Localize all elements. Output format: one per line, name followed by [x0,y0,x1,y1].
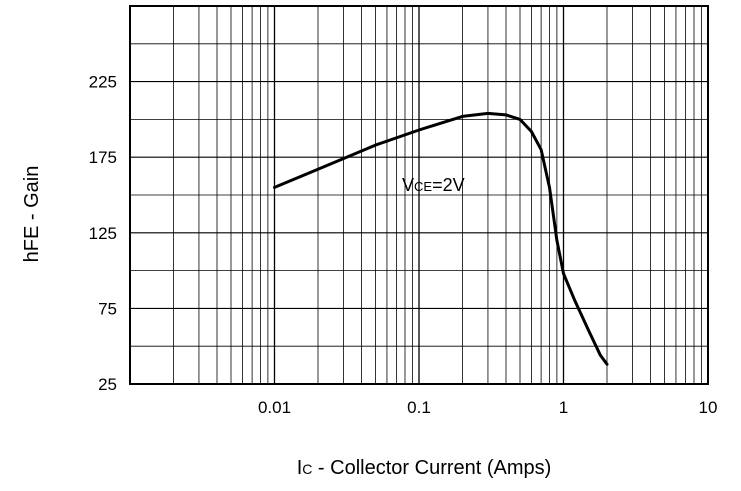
y-tick-label: 125 [89,224,117,243]
x-axis-label-main: I [297,457,303,479]
x-axis-label-sub: C [302,461,312,477]
y-tick-label: 175 [89,148,117,167]
annotation-sub: CE [414,179,432,194]
x-tick-labels: 0.01 0.1 1 10 [258,398,718,417]
x-tick-label: 0.01 [258,398,291,417]
annotation-main: V [402,175,414,195]
x-axis-label: IC - Collector Current (Amps) [297,457,552,479]
y-axis-label: hFE - Gain [21,166,43,263]
x-axis-label-rest: - Collector Current (Amps) [312,457,551,479]
y-tick-label: 25 [98,375,117,394]
x-tick-label: 10 [699,398,718,417]
x-tick-label: 1 [559,398,568,417]
annotation-rest: =2V [432,175,465,195]
minor-gridlines [130,6,708,384]
plot-frame [129,5,709,385]
y-tick-label: 225 [89,73,117,92]
annotation: VCE=2V [402,175,465,195]
x-tick-label: 0.1 [407,398,431,417]
y-tick-labels: 25 75 125 175 225 [89,73,117,394]
gain-curve [273,111,609,366]
y-tick-label: 75 [98,299,117,318]
